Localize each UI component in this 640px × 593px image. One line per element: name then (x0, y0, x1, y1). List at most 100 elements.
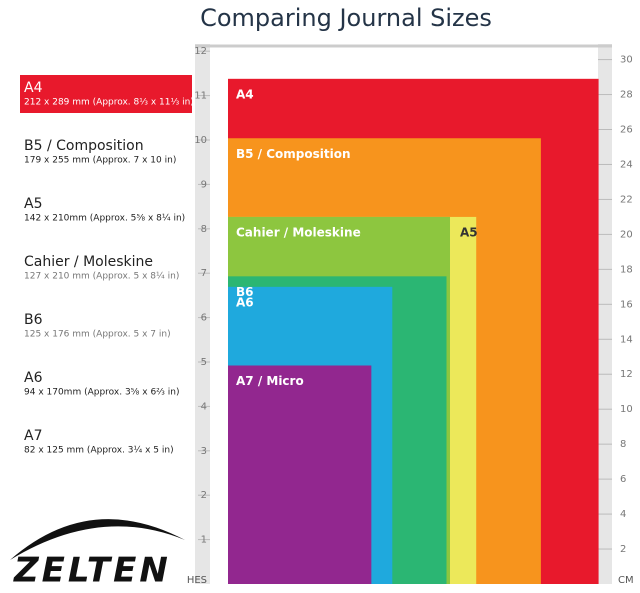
cm-axis-label: CM (618, 575, 634, 586)
ruler-stripe (210, 71, 216, 76)
ruler-stripe (210, 533, 216, 538)
rect-label: B5 / Composition (236, 147, 351, 161)
ruler-stripe (210, 478, 216, 483)
cm-tick-label: 6 (620, 474, 626, 485)
ruler-stripe (210, 214, 216, 219)
inch-tick-label: 7 (201, 268, 207, 279)
ruler-stripe (210, 511, 216, 516)
ruler-stripe (210, 203, 216, 208)
ruler-stripe (210, 379, 216, 384)
size-name: B5 / Composition (24, 138, 144, 154)
inch-tick-label: 11 (194, 91, 207, 102)
rect-label: B6 (236, 285, 254, 299)
ruler-stripe (210, 555, 216, 560)
size-name: A6 (24, 370, 43, 386)
ruler-stripe (210, 577, 216, 582)
ruler-stripe (210, 566, 216, 571)
ruler-stripe (210, 247, 216, 252)
ruler-stripe (210, 148, 216, 153)
ruler-stripe (210, 291, 216, 296)
ruler-stripe (210, 489, 216, 494)
cm-tick-label: 24 (620, 159, 633, 170)
size-description: 179 x 255 mm (Approx. 7 x 10 in) (24, 156, 176, 166)
size-description: 127 x 210 mm (Approx. 5 x 8¼ in) (24, 272, 179, 282)
size-description: 94 x 170mm (Approx. 3⅝ x 6⅔ in) (24, 388, 179, 398)
ruler-stripe (210, 346, 216, 351)
inch-tick-label: 1 (201, 535, 207, 546)
inch-ruler (195, 44, 210, 584)
ruler-stripe (210, 313, 216, 318)
rect-label: Cahier / Moleskine (236, 225, 361, 239)
size-description: 125 x 176 mm (Approx. 5 x 7 in) (24, 330, 171, 340)
cm-tick-label: 18 (620, 264, 633, 275)
ruler-stripe (210, 401, 216, 406)
cm-tick-label: 30 (620, 55, 633, 66)
ruler-stripe (210, 115, 216, 120)
inch-tick-label: 9 (201, 179, 207, 190)
ruler-stripe (210, 258, 216, 263)
ruler-stripe (210, 82, 216, 87)
ruler-stripe (210, 434, 216, 439)
list-highlight (20, 75, 192, 113)
size-description: 212 x 289 mm (Approx. 8⅓ x 11⅓ in) (24, 98, 194, 108)
ruler-stripe (210, 159, 216, 164)
inch-tick-label: 3 (201, 446, 207, 457)
cm-tick-label: 22 (620, 194, 633, 205)
ruler-stripe (210, 368, 216, 373)
cm-tick-label: 4 (620, 509, 626, 520)
ruler-stripe (210, 412, 216, 417)
logo: ZELTEN (13, 551, 171, 591)
size-name: A7 (24, 428, 42, 444)
inch-tick-label: 5 (201, 357, 207, 368)
inch-tick-label: 12 (194, 46, 207, 57)
ruler-stripe (210, 544, 216, 549)
rect-label: A6 (236, 295, 254, 309)
cm-tick-label: 10 (620, 404, 633, 415)
ruler-stripe (210, 280, 216, 285)
size-description: 142 x 210mm (Approx. 5⅝ x 8¼ in) (24, 214, 185, 224)
size-description: 82 x 125 mm (Approx. 3¼ x 5 in) (24, 446, 174, 456)
ruler-stripe (210, 137, 216, 142)
cm-tick-label: 14 (620, 334, 633, 345)
cm-tick-label: 16 (620, 299, 633, 310)
ruler-stripe (210, 236, 216, 241)
ruler-stripe (210, 302, 216, 307)
inch-axis-label: HES (187, 575, 207, 586)
ruler-stripe (210, 423, 216, 428)
ruler-stripe (210, 104, 216, 109)
cm-tick-label: 28 (620, 90, 633, 101)
ruler-stripe (210, 522, 216, 527)
ruler-stripe (210, 170, 216, 175)
cm-ruler (598, 44, 612, 584)
cm-tick-label: 2 (620, 544, 626, 555)
inch-tick-label: 8 (201, 224, 207, 235)
cm-tick-label: 26 (620, 125, 633, 136)
title: Comparing Journal Sizes (200, 4, 492, 32)
ruler-stripe (210, 390, 216, 395)
ruler-stripe (210, 192, 216, 197)
rect-label: A4 (236, 87, 254, 101)
ruler-stripe (210, 500, 216, 505)
inch-tick-label: 6 (201, 313, 207, 324)
logo-swoosh (10, 519, 185, 560)
cm-tick-label: 20 (620, 229, 633, 240)
size-name: B6 (24, 312, 43, 328)
ruler-stripe (210, 181, 216, 186)
size-name: Cahier / Moleskine (24, 254, 153, 270)
inch-tick-label: 10 (194, 135, 207, 146)
journal-rect (228, 365, 372, 584)
ruler-stripe (210, 456, 216, 461)
size-name: A4 (24, 80, 43, 96)
ruler-stripe (210, 126, 216, 131)
ruler-stripe (210, 357, 216, 362)
ruler-stripe (210, 93, 216, 98)
rect-label: A7 / Micro (236, 374, 304, 388)
cm-tick-label: 8 (620, 439, 626, 450)
ruler-stripe (210, 335, 216, 340)
cm-tick-label: 12 (620, 369, 633, 380)
size-name: A5 (24, 196, 42, 212)
inch-tick-label: 2 (201, 490, 207, 501)
ruler-stripe (210, 467, 216, 472)
ruler-stripe (210, 269, 216, 274)
